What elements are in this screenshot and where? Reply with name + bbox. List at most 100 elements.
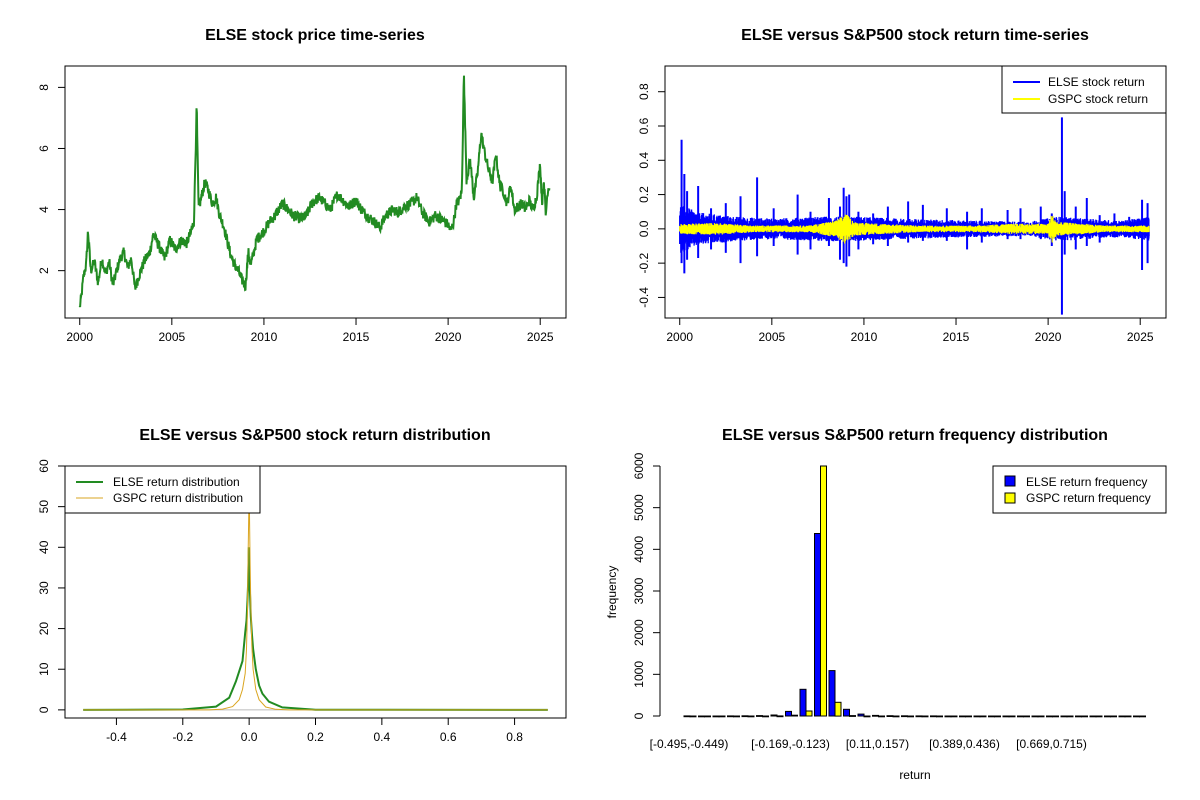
gspc-frequency-bar — [1139, 715, 1146, 718]
density-legend-label-else: ELSE return distribution — [113, 475, 240, 489]
price-y-tick-label: 8 — [37, 84, 51, 91]
returns-x-tick-label: 2020 — [1035, 330, 1062, 344]
price-x-tick-label: 2020 — [435, 330, 462, 344]
density-y-tick-label: 20 — [37, 622, 51, 636]
gspc-frequency-bar — [950, 715, 958, 718]
density-y-tick-label: 0 — [37, 706, 51, 713]
returns-y-tick-label: 0.6 — [637, 117, 651, 134]
gspc-frequency-bar — [689, 715, 697, 718]
frequency-x-tick-label: [0.389,0.436) — [929, 737, 1000, 751]
frequency-legend-box — [992, 465, 1167, 514]
frequency-y-label: frequency — [605, 566, 619, 619]
gspc-frequency-bar — [1008, 715, 1016, 718]
density-x-tick-label: -0.2 — [172, 730, 193, 744]
gspc-frequency-bar — [994, 715, 1001, 718]
else-frequency-bar — [1017, 715, 1024, 718]
gspc-frequency-bar — [892, 715, 900, 718]
else-frequency-bar — [683, 715, 691, 718]
else-frequency-bar — [901, 715, 908, 718]
returns-x-tick-label: 2010 — [851, 330, 878, 344]
gspc-frequency-bar — [921, 715, 929, 718]
density-y-tick-label: 10 — [37, 662, 51, 676]
else-frequency-bar — [1002, 715, 1010, 718]
else-frequency-bar — [915, 715, 923, 718]
frequency-y-tick-label: 6000 — [632, 452, 646, 479]
density-x-tick-label: 0.8 — [506, 730, 523, 744]
price-y-tick-label: 4 — [37, 206, 51, 213]
returns-y-tick-label: 0.8 — [637, 83, 651, 100]
else-frequency-bar — [1046, 715, 1053, 718]
frequency-legend-swatch-gspc — [1004, 492, 1016, 504]
returns-legend-box — [1001, 65, 1167, 114]
else-frequency-bar — [814, 533, 821, 717]
returns-y-tick-label: 0.2 — [637, 186, 651, 203]
gspc-frequency-bar — [1023, 715, 1030, 718]
frequency-y-tick-label: 0 — [632, 712, 646, 719]
else-frequency-bar — [799, 688, 807, 717]
density-y-tick-label: 60 — [37, 459, 51, 473]
density-x-tick-label: -0.4 — [106, 730, 127, 744]
price-series — [78, 75, 551, 308]
density-y-tick-label: 50 — [37, 500, 51, 514]
price-x-axis: 2000 2005 2010 2015 2020 2025 — [66, 317, 554, 344]
density-legend: ELSE return distribution GSPC return dis… — [64, 465, 261, 514]
gspc-frequency-bar — [878, 715, 885, 718]
gspc-frequency-bar — [718, 715, 726, 718]
gspc-frequency-bar — [1037, 715, 1045, 718]
returns-series — [679, 117, 1150, 315]
density-legend-label-gspc: GSPC return distribution — [113, 491, 243, 505]
returns-y-tick-label: 0.4 — [637, 152, 651, 169]
else-frequency-bar — [1060, 715, 1068, 718]
gspc-frequency-bar — [704, 715, 711, 718]
price-y-tick-label: 6 — [37, 145, 51, 152]
price-plot-frame — [64, 65, 567, 319]
density-title: ELSE versus S&P500 stock return distribu… — [139, 427, 490, 444]
else-frequency-bar — [1104, 715, 1111, 718]
gspc-frequency-bar — [1052, 715, 1059, 718]
else-density-line — [83, 547, 548, 711]
else-frequency-bar — [843, 708, 850, 717]
price-x-tick-label: 2005 — [158, 330, 185, 344]
gspc-frequency-bar — [776, 715, 784, 718]
else-frequency-bar — [727, 715, 734, 718]
else-frequency-bar — [930, 715, 937, 718]
gspc-frequency-bar — [1095, 715, 1103, 718]
else-frequency-bar — [770, 714, 778, 717]
gspc-frequency-bar — [762, 715, 769, 718]
returns-x-tick-label: 2000 — [666, 330, 693, 344]
returns-legend: ELSE stock return GSPC stock return — [1001, 65, 1167, 114]
else-frequency-bar — [712, 715, 720, 718]
panel-frequency: ELSE versus S&P500 return frequency dist… — [605, 427, 1167, 782]
returns-x-tick-label: 2025 — [1127, 330, 1154, 344]
frequency-legend-label-else: ELSE return frequency — [1026, 475, 1147, 489]
frequency-y-tick-label: 3000 — [632, 577, 646, 604]
frequency-y-axis: 0 1000 2000 3000 4000 5000 6000 — [632, 452, 661, 719]
else-frequency-bar — [1075, 715, 1082, 718]
gspc-frequency-bar — [965, 715, 972, 718]
else-frequency-bar — [988, 715, 995, 718]
else-frequency-bar — [1133, 715, 1140, 718]
gspc-frequency-bar — [936, 715, 943, 718]
frequency-y-tick-label: 4000 — [632, 536, 646, 563]
price-x-tick-label: 2025 — [527, 330, 554, 344]
frequency-x-tick-label: [-0.169,-0.123) — [751, 737, 830, 751]
density-x-tick-label: 0.6 — [440, 730, 457, 744]
density-y-axis: 0 10 20 30 40 50 60 — [37, 459, 66, 713]
returns-legend-label-gspc: GSPC stock return — [1048, 92, 1148, 106]
else-frequency-bar — [973, 715, 981, 718]
gspc-frequency-bar — [863, 715, 871, 718]
else-frequency-bar — [1118, 715, 1126, 718]
price-title: ELSE stock price time-series — [205, 27, 425, 44]
density-x-tick-label: 0.4 — [374, 730, 391, 744]
frequency-y-tick-label: 5000 — [632, 494, 646, 521]
gspc-frequency-bar — [820, 465, 827, 717]
returns-x-tick-label: 2015 — [943, 330, 970, 344]
returns-legend-label-else: ELSE stock return — [1048, 75, 1145, 89]
density-x-tick-label: 0.0 — [241, 730, 258, 744]
gspc-frequency-bar — [849, 715, 856, 717]
else-frequency-bar — [741, 715, 749, 718]
frequency-legend-label-gspc: GSPC return frequency — [1026, 491, 1151, 505]
else-frequency-bar — [959, 715, 966, 718]
price-y-tick-label: 2 — [37, 267, 51, 274]
density-x-axis: -0.4 -0.2 0.0 0.2 0.4 0.6 0.8 — [106, 717, 523, 744]
